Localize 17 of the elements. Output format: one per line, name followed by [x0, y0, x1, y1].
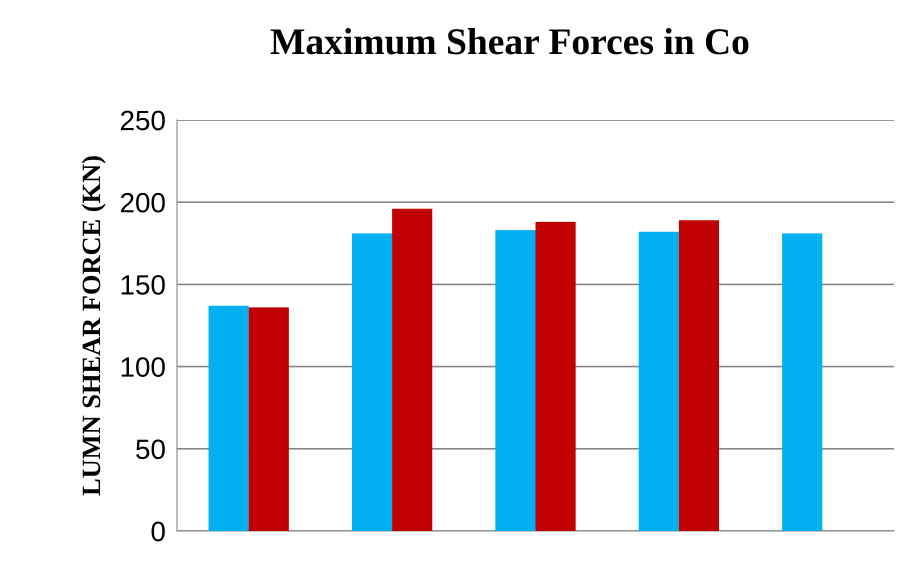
- y-tick-label: 150: [122, 275, 165, 295]
- chart-title: Maximum Shear Forces in Co: [270, 28, 748, 54]
- y-tick-label: 250: [120, 110, 165, 130]
- y-tick-label: 0: [152, 522, 165, 542]
- y-tick-label: 200: [120, 192, 165, 213]
- bar: [208, 306, 249, 531]
- bar: [782, 233, 822, 531]
- y-axis-title: LUMN SHEAR FORCE (KN): [82, 156, 106, 496]
- bar: [248, 307, 289, 531]
- bar: [495, 230, 536, 531]
- bar: [638, 232, 679, 531]
- bar: [536, 222, 576, 531]
- bar: [392, 208, 432, 531]
- y-tick-label: 100: [122, 357, 165, 377]
- bar: [352, 233, 392, 531]
- bar: [678, 220, 720, 531]
- y-tick-label: 50: [136, 439, 165, 460]
